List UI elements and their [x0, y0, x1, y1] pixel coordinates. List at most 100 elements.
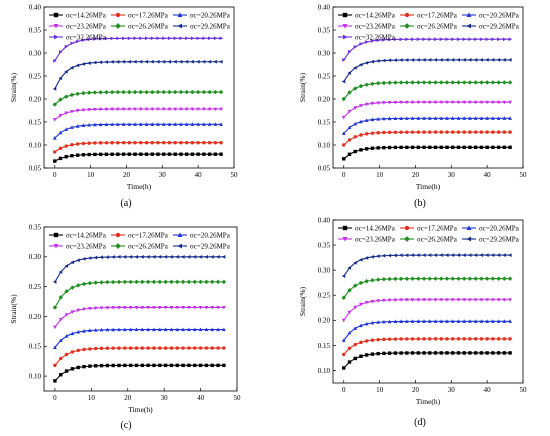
- data-point: [439, 351, 443, 355]
- data-point: [53, 363, 57, 368]
- data-point: [76, 258, 80, 263]
- data-point: [342, 58, 346, 62]
- plot-frame: [43, 226, 238, 392]
- legend-marker: [115, 243, 121, 249]
- data-point: [485, 100, 490, 105]
- data-point: [140, 305, 145, 310]
- data-point: [462, 337, 466, 341]
- legend-label: σc=20.26MPa: [479, 12, 520, 20]
- legend-label: σc=14.26MPa: [355, 225, 396, 233]
- data-point: [70, 109, 74, 114]
- data-point: [116, 279, 122, 285]
- data-point: [76, 329, 81, 334]
- data-point: [456, 37, 461, 42]
- data-point: [347, 152, 352, 156]
- data-point: [210, 327, 215, 332]
- data-point: [341, 318, 346, 323]
- data-point: [179, 36, 183, 41]
- data-point: [405, 351, 409, 355]
- data-point: [110, 36, 115, 41]
- data-point: [399, 351, 403, 355]
- data-point: [404, 253, 409, 258]
- data-point: [213, 36, 218, 41]
- x-tick-label: 50: [234, 394, 242, 402]
- data-point: [364, 300, 369, 305]
- data-point: [213, 59, 217, 64]
- data-point: [468, 37, 472, 42]
- data-point: [439, 319, 444, 323]
- data-point: [179, 122, 183, 126]
- data-point: [81, 141, 86, 146]
- data-point: [53, 325, 57, 330]
- data-point: [422, 100, 426, 105]
- data-point: [473, 319, 478, 323]
- data-point: [134, 305, 139, 310]
- data-point: [353, 106, 358, 110]
- data-point: [222, 363, 226, 368]
- x-tick-label: 30: [161, 394, 169, 402]
- data-point: [204, 279, 209, 285]
- data-point: [210, 346, 214, 350]
- data-point: [104, 107, 109, 112]
- data-point: [121, 122, 126, 126]
- data-point: [75, 153, 80, 157]
- data-point: [146, 363, 150, 368]
- legend: σc=14.26MPa σc=17.26MPa σc=20.26MPa σc=23.2…: [338, 225, 520, 244]
- data-point: [216, 363, 220, 368]
- data-point: [370, 131, 375, 135]
- data-point: [70, 41, 75, 46]
- data-point: [53, 159, 57, 163]
- data-point: [207, 141, 212, 145]
- data-point: [393, 130, 398, 134]
- series-line: [54, 364, 224, 382]
- data-point: [162, 36, 166, 41]
- data-point: [416, 351, 421, 355]
- data-point: [117, 327, 121, 332]
- y-tick-label: 0.30: [29, 49, 42, 57]
- data-point: [181, 327, 185, 332]
- y-tick-label: 0.40: [318, 216, 331, 224]
- data-point: [81, 123, 86, 127]
- data-point: [181, 363, 185, 368]
- data-point: [416, 276, 421, 281]
- data-point: [450, 100, 455, 105]
- data-point: [198, 279, 203, 285]
- data-point: [444, 253, 449, 257]
- data-point: [353, 356, 357, 361]
- data-point: [422, 145, 426, 150]
- data-point: [127, 152, 132, 156]
- data-point: [479, 276, 484, 281]
- data-point: [496, 276, 501, 281]
- x-tick-label: 20: [124, 394, 132, 402]
- data-point: [358, 83, 364, 89]
- y-tick-label: 0.20: [29, 313, 42, 321]
- data-point: [64, 144, 68, 148]
- data-point: [433, 337, 438, 341]
- data-point: [128, 254, 133, 259]
- data-point: [64, 127, 69, 131]
- data-point: [161, 89, 166, 95]
- legend-label: σc=17.26MPa: [417, 225, 458, 233]
- data-point: [140, 363, 145, 368]
- data-point: [404, 58, 409, 62]
- data-point: [405, 130, 409, 134]
- data-point: [416, 298, 421, 302]
- data-point: [353, 342, 357, 347]
- data-point: [123, 346, 127, 350]
- data-point: [75, 124, 80, 128]
- data-point: [370, 254, 374, 259]
- data-point: [64, 94, 69, 99]
- data-point: [364, 147, 369, 151]
- data-point: [204, 254, 208, 259]
- data-point: [150, 141, 154, 145]
- data-point: [387, 319, 392, 324]
- data-point: [456, 58, 461, 62]
- data-point: [353, 326, 358, 330]
- data-point: [445, 337, 449, 341]
- data-point: [473, 253, 478, 257]
- data-point: [485, 58, 489, 62]
- series-line: [343, 299, 511, 321]
- data-point: [422, 319, 426, 323]
- data-point: [219, 152, 223, 156]
- series-3: [341, 319, 512, 342]
